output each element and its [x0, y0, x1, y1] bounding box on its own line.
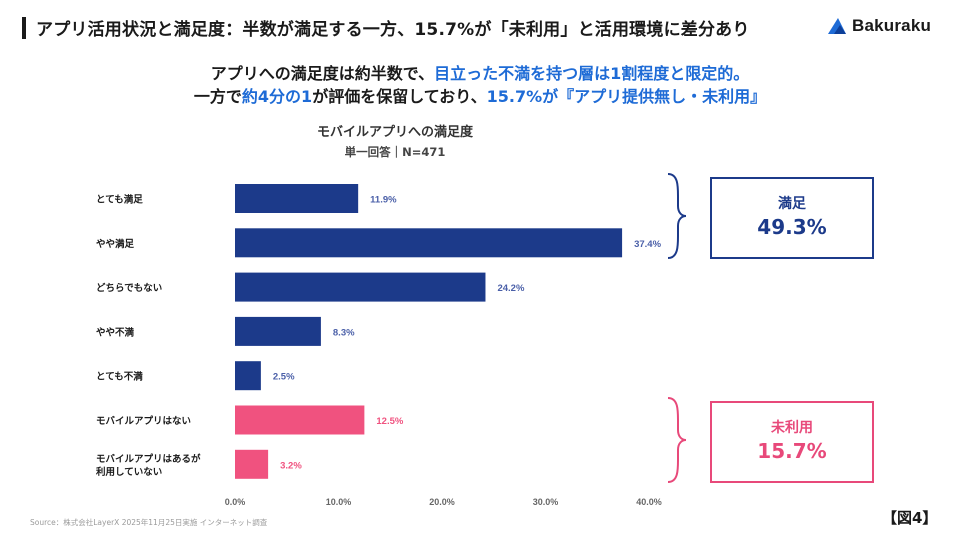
bakuraku-logo: Bakuraku: [826, 14, 931, 38]
bar-value-label-0: 11.9%: [370, 195, 397, 206]
bar-4: [235, 361, 261, 391]
bar-5: [235, 405, 365, 435]
headline-2d: 15.7%が『アプリ提供無し・未利用』: [486, 87, 767, 106]
bar-6: [235, 449, 269, 479]
category-label-0-0: とても満足: [96, 194, 143, 206]
satisfied-value: 49.3%: [757, 215, 827, 239]
bar-3: [235, 316, 321, 346]
bar-2: [235, 272, 486, 302]
unused-value: 15.7%: [757, 439, 827, 463]
bar-1: [235, 228, 623, 258]
category-label-1-0: やや満足: [96, 238, 135, 250]
unused-summary-box: 未利用 15.7%: [710, 401, 874, 483]
logo-text: Bakuraku: [852, 16, 932, 35]
category-label-6-0: モバイルアプリはあるが: [96, 453, 201, 465]
figure-label: 【図4】: [882, 509, 938, 527]
unused-label: 未利用: [771, 420, 813, 436]
satisfied-summary-box: 満足 49.3%: [710, 177, 874, 259]
headline-2b: 約4分の1: [241, 87, 313, 106]
satisfied-label: 満足: [778, 196, 806, 212]
x-tick-label-3: 30.0%: [533, 497, 559, 507]
x-tick-label-1: 10.0%: [326, 497, 352, 507]
bar-value-label-5: 12.5%: [376, 416, 403, 427]
title-accent-bar: [22, 17, 26, 39]
satisfied-brace: [667, 173, 687, 259]
headline-2a: 一方で: [193, 87, 242, 106]
x-tick-label-2: 20.0%: [429, 497, 455, 507]
bar-0: [235, 184, 359, 213]
bar-value-label-2: 24.2%: [497, 283, 524, 294]
chart-subtitle: 単一回答｜N=471: [344, 145, 446, 159]
bar-value-label-3: 8.3%: [333, 327, 355, 338]
category-label-4-0: とても不満: [96, 371, 143, 383]
headline-line-1: アプリへの満足度は約半数で、目立った不満を持つ層は1割程度と限定的。: [0, 60, 960, 84]
headline-2c: が評価を保留しており、: [312, 87, 487, 106]
bar-value-label-1: 37.4%: [634, 239, 661, 250]
category-label-3-0: やや不満: [96, 326, 135, 338]
bar-value-label-6: 3.2%: [280, 460, 302, 471]
x-tick-label-4: 40.0%: [636, 497, 662, 507]
source-note: Source：株式会社LayerX 2025年11月25日実施 インターネット調…: [30, 518, 268, 527]
unused-brace: [667, 397, 687, 483]
slide-title: アプリ活用状況と満足度：半数が満足する一方、15.7%が「未利用」と活用環境に差…: [36, 20, 750, 40]
category-label-6-1: 利用していない: [95, 466, 162, 478]
bar-value-label-4: 2.5%: [273, 372, 295, 383]
category-label-5-0: モバイルアプリはない: [96, 415, 191, 427]
headline-1b: 目立った不満を持つ層は1割程度と限定的。: [434, 64, 750, 83]
category-label-2-0: どちらでもない: [96, 282, 162, 294]
bakuraku-logo-icon: [828, 18, 846, 34]
headline-1a: アプリへの満足度は約半数で、: [210, 64, 435, 83]
x-tick-label-0: 0.0%: [225, 497, 246, 507]
chart-title: モバイルアプリへの満足度: [316, 125, 473, 140]
headline-line-2: 一方で約4分の1が評価を保留しており、15.7%が『アプリ提供無し・未利用』: [0, 83, 960, 107]
